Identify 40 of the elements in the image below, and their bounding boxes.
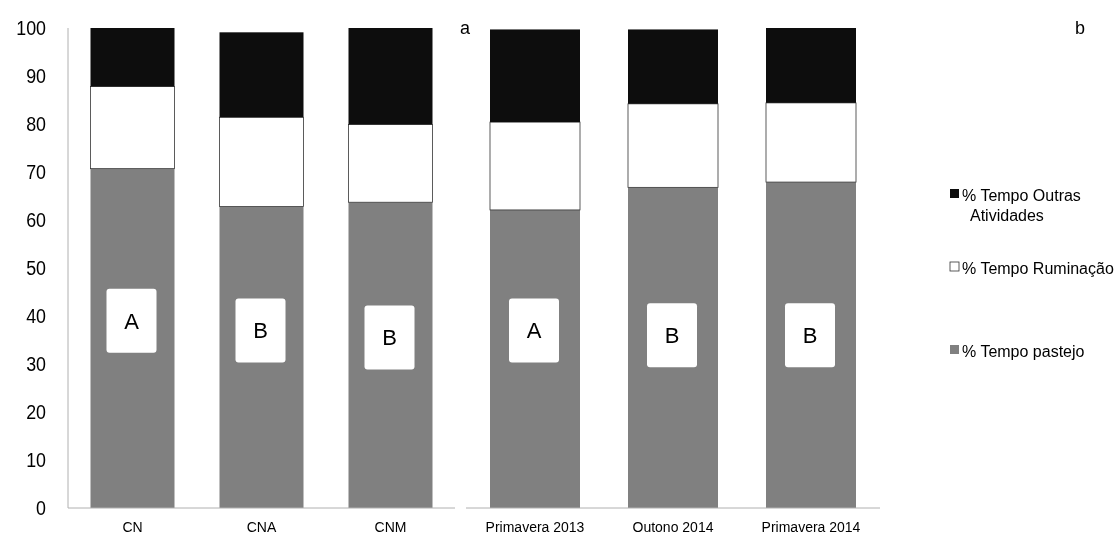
text: b: [1074, 18, 1086, 38]
y-tick-label: 10: [26, 447, 47, 472]
x-tick-label: CN: [122, 519, 143, 535]
y-tick-label: 40: [26, 303, 47, 328]
x-tick-label: Outono 2014: [632, 519, 714, 535]
bar: [90, 28, 175, 87]
x-tick-label: Primavera 2014: [761, 519, 861, 535]
annotation: A: [124, 308, 140, 334]
bar: [765, 102, 857, 183]
legend-label: % Tempo Outras Atividades: [962, 186, 1081, 224]
bar: [766, 28, 856, 103]
bar: [90, 86, 175, 170]
bar: [219, 32, 304, 118]
y-tick-label: 80: [26, 111, 47, 136]
annotation: B: [382, 325, 397, 351]
legend-label: % Tempo pastejo: [962, 342, 1085, 360]
bar: [490, 29, 580, 123]
y-tick-label: 70: [26, 159, 47, 184]
y-tick-label: 90: [26, 63, 47, 88]
y-tick-label: 50: [26, 255, 47, 280]
y-tick-label: 60: [26, 207, 47, 232]
legend-label: % Tempo Ruminação: [962, 259, 1114, 277]
annotation: A: [526, 318, 542, 344]
bar: [627, 103, 719, 188]
bar: [219, 116, 304, 207]
y-tick-label: 0: [36, 495, 47, 520]
annotation: B: [664, 322, 680, 348]
annotation: a: [459, 18, 471, 38]
bar: [348, 124, 433, 203]
y-tick-label: 100: [16, 15, 47, 40]
y-tick-label: 30: [26, 351, 47, 376]
x-tick-label: Primavera 2013: [485, 519, 585, 535]
bar: [348, 28, 433, 125]
x-tick-label: CNA: [246, 519, 277, 535]
annotation: B: [253, 318, 268, 344]
x-tick-label: CNM: [374, 519, 407, 535]
y-tick-label: 20: [26, 399, 47, 424]
bar: [489, 121, 581, 211]
bar: [628, 29, 718, 104]
annotation: B: [802, 322, 818, 348]
